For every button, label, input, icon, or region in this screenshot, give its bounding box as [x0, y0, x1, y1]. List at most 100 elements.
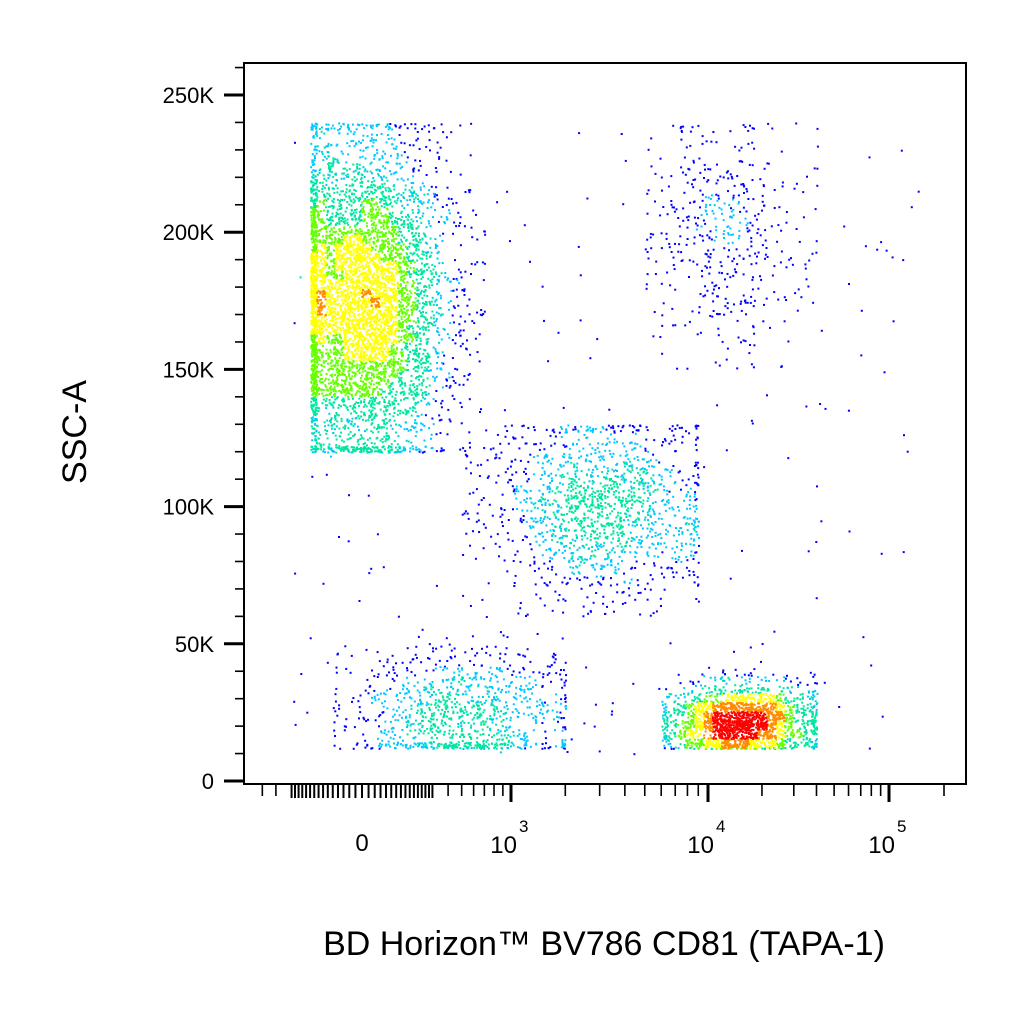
- event-dot: [689, 517, 692, 520]
- event-dot: [376, 693, 379, 696]
- event-dot: [356, 166, 359, 168]
- event-dot: [580, 557, 583, 560]
- event-dot: [412, 182, 415, 185]
- event-dot: [311, 123, 314, 126]
- event-dot: [572, 511, 575, 514]
- event-dot: [427, 392, 430, 395]
- event-dot: [740, 160, 743, 163]
- event-dot: [476, 746, 479, 749]
- event-dot: [383, 435, 386, 438]
- event-dot: [565, 429, 568, 432]
- event-dot: [423, 185, 426, 188]
- event-dot: [557, 331, 560, 334]
- event-dot: [557, 720, 559, 723]
- event-dot: [523, 470, 525, 473]
- event-dot: [583, 481, 586, 484]
- event-dot: [404, 184, 407, 187]
- event-dot: [419, 273, 422, 276]
- event-dot: [391, 395, 394, 398]
- event-dot: [561, 740, 564, 743]
- event-dot: [605, 536, 607, 539]
- event-dot: [391, 215, 394, 218]
- event-dot: [610, 524, 613, 527]
- event-dot: [424, 742, 427, 745]
- event-dot: [623, 551, 626, 553]
- event-dot: [350, 204, 353, 207]
- event-dot: [569, 566, 572, 569]
- event-dot: [446, 746, 449, 749]
- event-dot: [641, 482, 644, 485]
- event-dot: [434, 733, 437, 736]
- event-dot: [753, 332, 756, 335]
- event-dot: [623, 472, 626, 475]
- event-dot: [340, 190, 343, 193]
- event-dot: [630, 507, 633, 509]
- event-dot: [609, 584, 612, 587]
- event-dot: [449, 736, 452, 739]
- event-dot: [450, 289, 453, 292]
- event-dot: [447, 710, 450, 713]
- event-dot: [578, 523, 581, 526]
- event-dot: [812, 720, 815, 723]
- event-dot: [459, 334, 462, 337]
- event-dot: [439, 666, 442, 669]
- event-dot: [708, 691, 711, 694]
- event-dot: [381, 438, 384, 440]
- event-dot: [434, 247, 437, 249]
- event-dot: [551, 565, 554, 568]
- event-dot: [434, 667, 437, 670]
- event-dot: [412, 384, 415, 387]
- event-dot: [701, 235, 704, 238]
- event-dot: [723, 680, 726, 682]
- event-dot: [368, 414, 371, 417]
- event-dot: [742, 183, 745, 185]
- event-dot: [558, 526, 561, 529]
- event-dot: [682, 125, 685, 128]
- event-dot: [421, 394, 424, 397]
- event-dot: [311, 124, 314, 127]
- event-dot: [501, 513, 504, 516]
- event-dot: [317, 437, 320, 440]
- event-dot: [586, 596, 589, 599]
- event-dot: [684, 700, 687, 703]
- event-dot: [451, 734, 454, 737]
- event-dot: [376, 447, 379, 450]
- event-dot: [736, 367, 739, 370]
- event-dot: [325, 183, 328, 186]
- event-dot: [506, 532, 509, 535]
- event-dot: [312, 169, 315, 172]
- event-dot: [365, 405, 368, 408]
- event-dot: [315, 449, 318, 451]
- event-dot: [500, 746, 503, 749]
- event-dot: [390, 173, 393, 176]
- event-dot: [643, 470, 646, 473]
- event-dot: [717, 197, 720, 200]
- event-dot: [603, 565, 606, 568]
- event-dot: [757, 213, 760, 216]
- event-dot: [572, 488, 575, 491]
- event-dot: [663, 588, 666, 591]
- event-dot: [696, 473, 699, 476]
- event-dot: [629, 460, 632, 463]
- event-dot: [709, 314, 712, 317]
- event-dot: [699, 234, 701, 237]
- event-dot: [634, 567, 637, 569]
- event-dot: [685, 556, 688, 558]
- event-dot: [346, 142, 349, 145]
- event-dot: [739, 302, 742, 305]
- event-dot: [417, 211, 419, 214]
- event-dot: [694, 461, 697, 464]
- event-dot: [646, 598, 649, 601]
- event-dot: [540, 522, 543, 524]
- event-dot: [771, 127, 774, 130]
- event-dot: [419, 201, 422, 204]
- event-dot: [611, 522, 614, 525]
- event-dot: [676, 546, 678, 549]
- event-dot: [409, 724, 412, 727]
- event-dot: [799, 693, 802, 696]
- event-dot: [397, 409, 400, 412]
- event-dot: [413, 386, 416, 389]
- event-dot: [427, 401, 430, 404]
- event-dot: [332, 161, 335, 163]
- event-dot: [673, 732, 676, 734]
